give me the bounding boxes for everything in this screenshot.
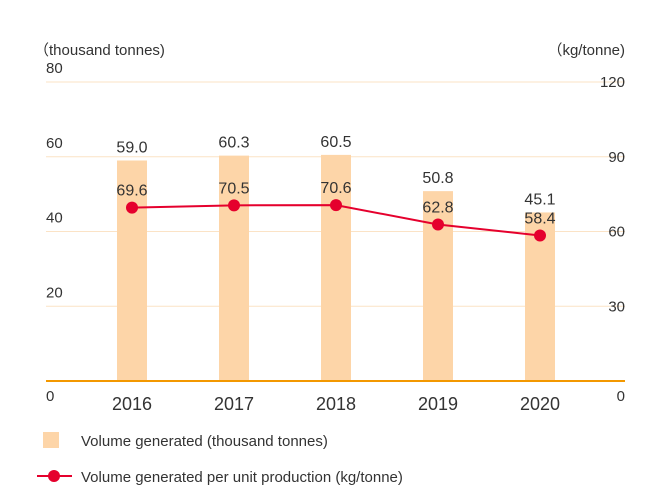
x-tick-label: 2017 [214,394,254,414]
right-tick-label: 0 [617,388,625,405]
line-data-label: 58.4 [524,210,555,227]
line-point [330,199,342,212]
x-tick-label: 2018 [316,394,356,414]
bar-data-label: 60.3 [218,135,249,152]
right-tick-label: 120 [600,74,625,91]
left-tick-label: 60 [46,135,63,152]
line-point [432,218,444,231]
line-data-labels: 69.6 70.5 70.6 62.8 58.4 [116,180,555,227]
legend-bar-label: Volume generated (thousand tonnes) [81,433,328,450]
legend: Volume generated (thousand tonnes) Volum… [37,432,403,486]
legend-bar-swatch [43,432,59,448]
x-tick-label: 2020 [520,394,560,414]
line-point [228,199,240,212]
left-axis-ticks: 80 60 40 20 0 [46,60,63,405]
left-tick-label: 20 [46,284,63,301]
right-tick-label: 60 [608,224,625,241]
left-tick-label: 40 [46,210,63,227]
bar [321,154,351,381]
x-tick-label: 2019 [418,394,458,414]
bar-series [117,154,555,381]
legend-line-marker [48,470,60,482]
right-axis-ticks: 120 90 60 30 0 [600,74,625,405]
bar [219,155,249,381]
bar-data-label: 50.8 [422,170,453,187]
left-tick-label: 80 [46,60,63,77]
line-point [126,201,138,214]
bar [117,160,147,381]
line-data-label: 69.6 [116,183,147,200]
line-series [126,199,546,242]
line-data-label: 70.6 [320,180,351,197]
line-point [534,229,546,242]
line-data-label: 62.8 [422,200,453,217]
bar-data-label: 45.1 [524,191,555,208]
right-axis-unit: （kg/tonne) [547,42,625,59]
bar-data-label: 60.5 [320,134,351,151]
left-axis-unit: （thousand tonnes) [34,42,165,59]
legend-line-label: Volume generated per unit production (kg… [81,469,403,486]
x-tick-label: 2016 [112,394,152,414]
bar-data-label: 59.0 [116,139,147,156]
left-tick-label: 0 [46,388,54,405]
x-axis-ticks: 2016 2017 2018 2019 2020 [112,394,560,414]
line-data-label: 70.5 [218,180,249,197]
right-tick-label: 90 [608,149,625,166]
right-tick-label: 30 [608,298,625,315]
bar-data-labels: 59.0 60.3 60.5 50.8 45.1 [116,134,555,209]
